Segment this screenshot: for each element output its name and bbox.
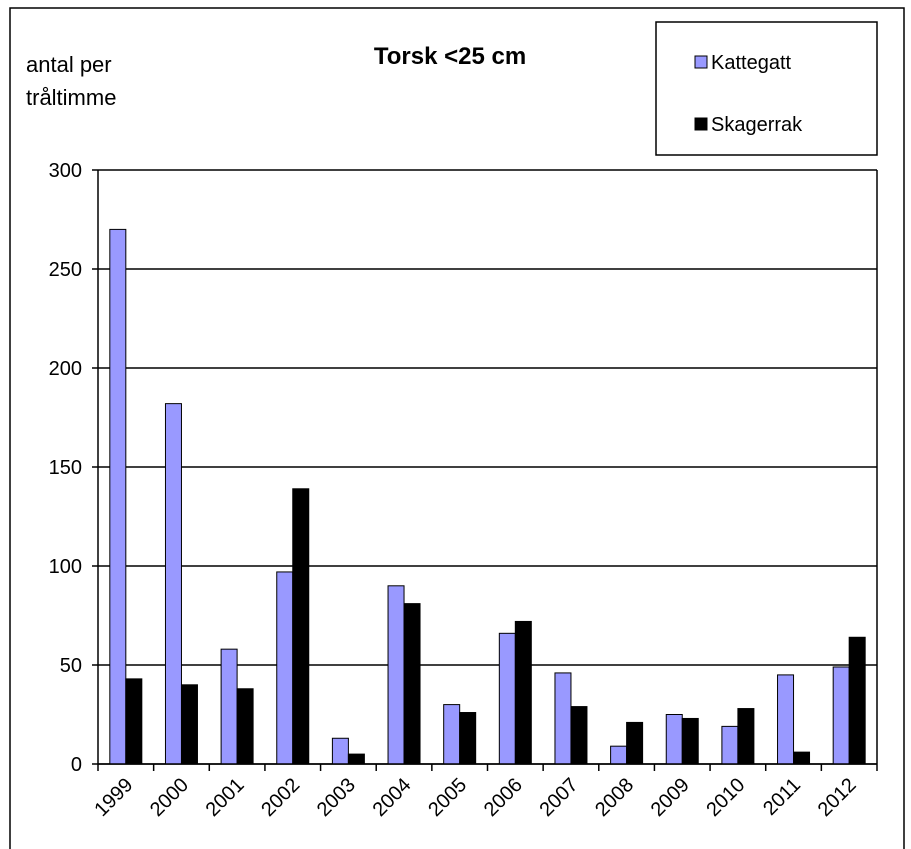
bar xyxy=(347,753,365,765)
bar xyxy=(514,620,532,765)
bar xyxy=(220,648,238,765)
x-tick-label: 2003 xyxy=(313,774,360,821)
bar xyxy=(236,688,254,765)
bar xyxy=(681,717,699,765)
bar xyxy=(832,666,850,765)
bar xyxy=(459,712,477,765)
bar xyxy=(276,571,294,765)
bar xyxy=(554,672,572,765)
bar xyxy=(403,603,421,765)
bar xyxy=(125,678,143,765)
y-tick-label: 200 xyxy=(49,358,82,380)
x-tick-label: 2004 xyxy=(369,774,416,821)
bar xyxy=(665,714,683,765)
x-tick-label: 1999 xyxy=(90,774,137,821)
bar xyxy=(443,704,461,765)
x-tick-label: 2006 xyxy=(480,774,527,821)
chart-border xyxy=(9,7,905,849)
bar xyxy=(610,745,628,765)
bar xyxy=(626,721,644,765)
legend-label: Skagerrak xyxy=(711,114,803,136)
bar xyxy=(109,228,127,765)
chart-title: Torsk <25 cm xyxy=(374,43,526,70)
y-tick-label: 250 xyxy=(49,259,82,281)
bar xyxy=(387,585,405,765)
legend-box xyxy=(655,21,878,156)
bar xyxy=(777,674,795,765)
x-tick-label: 2009 xyxy=(647,774,694,821)
bar xyxy=(737,708,755,765)
bar xyxy=(848,636,866,765)
bar xyxy=(180,684,198,765)
bar xyxy=(721,725,739,765)
y-tick-label: 300 xyxy=(49,160,82,182)
bar xyxy=(164,403,182,765)
x-tick-label: 2000 xyxy=(146,774,193,821)
x-tick-label: 2007 xyxy=(535,774,582,821)
x-tick-label: 2011 xyxy=(759,774,805,820)
x-tick-label: 2005 xyxy=(424,774,471,821)
x-tick-label: 2008 xyxy=(591,774,638,821)
y-tick-label: 50 xyxy=(60,655,82,677)
y-tick-label: 150 xyxy=(49,457,82,479)
legend-swatch xyxy=(694,117,708,131)
bar xyxy=(498,632,516,765)
legend-label: Kattegatt xyxy=(711,52,792,74)
x-tick-label: 2001 xyxy=(202,774,249,821)
bar xyxy=(570,706,588,765)
bar xyxy=(793,751,811,765)
y-axis-label: antal per tråltimme xyxy=(26,52,117,110)
x-tick-label: 2012 xyxy=(814,774,861,821)
y-tick-label: 0 xyxy=(71,754,82,776)
legend-swatch xyxy=(694,55,708,69)
x-tick-label: 2002 xyxy=(257,774,304,821)
x-tick-label: 2010 xyxy=(702,774,749,821)
bar xyxy=(292,488,310,765)
bar xyxy=(331,737,349,765)
y-tick-label: 100 xyxy=(49,556,82,578)
